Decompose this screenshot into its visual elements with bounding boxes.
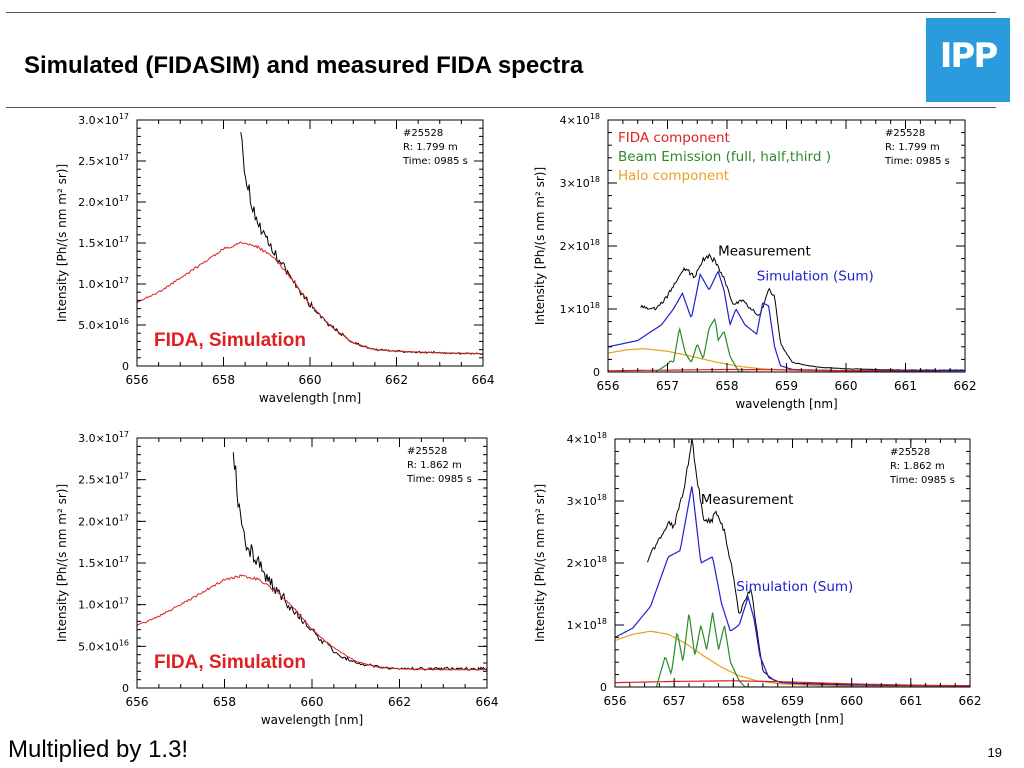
x-axis-label: wavelength [nm] xyxy=(261,713,363,727)
chart-top-left: 656 658 660 662 664 0 5.0×1016 1.0×1017 1.5×1017… xyxy=(55,112,495,405)
chart-top-right: 656 657 658 659 660 661 662 0 1×1018 2×1018 3×1018… xyxy=(533,112,977,411)
curve-label: Measurement xyxy=(718,243,811,259)
x-axis-label: wavelength [nm] xyxy=(259,391,361,405)
y-tick-label: 0 xyxy=(122,360,129,373)
y-tick-label: 0 xyxy=(122,682,129,695)
y-tick-label: 5.0×1016 xyxy=(78,638,129,653)
y-tick-label: 1×1018 xyxy=(567,617,607,632)
x-tick-label: 660 xyxy=(835,379,858,393)
info-line: Time: 0985 s xyxy=(402,156,468,167)
series-line-0 xyxy=(640,253,965,371)
x-tick-label: 662 xyxy=(385,373,408,387)
y-tick-label: 1×1018 xyxy=(560,301,600,316)
chart-bottom-left: 656 658 660 662 664 0 5.0×1016 1.0×1017 1.5×1017… xyxy=(55,430,499,727)
legend-entry: FIDA component xyxy=(618,130,730,146)
x-tick-label: 660 xyxy=(301,695,324,709)
x-tick-label: 661 xyxy=(894,379,917,393)
legend-entry: Halo component xyxy=(618,168,729,184)
info-line: #25528 xyxy=(885,128,925,139)
logo-text: IPP xyxy=(939,36,999,76)
info-line: #25528 xyxy=(890,447,930,458)
x-tick-label: 658 xyxy=(716,379,739,393)
x-tick-label: 660 xyxy=(299,373,322,387)
footer-note: Multiplied by 1.3! xyxy=(8,736,189,763)
series-line-1 xyxy=(137,574,487,671)
info-line: #25528 xyxy=(407,446,447,457)
y-tick-label: 2.5×1017 xyxy=(78,153,129,168)
y-tick-label: 3×1018 xyxy=(560,175,600,190)
legend-entry: Beam Emission (full, half,third ) xyxy=(618,149,831,165)
info-line: Time: 0985 s xyxy=(884,156,950,167)
series-line-1 xyxy=(137,241,483,355)
y-tick-label: 1.5×1017 xyxy=(78,555,129,570)
info-line: R: 1.799 m xyxy=(403,142,458,153)
y-tick-label: 2×1018 xyxy=(560,238,600,253)
title-rule xyxy=(6,107,996,108)
y-tick-label: 1.5×1017 xyxy=(78,235,129,250)
series-line-0 xyxy=(232,452,487,671)
x-tick-label: 657 xyxy=(663,694,686,708)
ipp-logo: IPP xyxy=(926,18,1010,102)
y-tick-label: 0 xyxy=(593,366,600,379)
x-tick-label: 656 xyxy=(597,379,620,393)
y-tick-label: 5.0×1016 xyxy=(78,317,129,332)
x-tick-label: 656 xyxy=(604,694,627,708)
x-tick-label: 664 xyxy=(476,695,499,709)
x-tick-label: 662 xyxy=(959,694,982,708)
x-tick-label: 660 xyxy=(840,694,863,708)
y-tick-label: 3×1018 xyxy=(567,493,607,508)
x-tick-label: 664 xyxy=(472,373,495,387)
y-tick-label: 2.0×1017 xyxy=(78,194,129,209)
y-tick-label: 0 xyxy=(600,681,607,694)
info-line: Time: 0985 s xyxy=(406,474,472,485)
series-line-1 xyxy=(608,270,965,372)
x-tick-label: 659 xyxy=(775,379,798,393)
fida-simulation-annotation: FIDA, Simulation xyxy=(154,330,306,351)
x-tick-label: 658 xyxy=(213,695,236,709)
info-line: R: 1.862 m xyxy=(890,461,945,472)
series-line-4 xyxy=(655,317,751,372)
y-axis-label: Intensity [Ph/(s nm m² sr)] xyxy=(55,484,69,642)
y-axis-label: Intensity [Ph/(s nm m² sr)] xyxy=(55,164,69,322)
info-line: #25528 xyxy=(403,128,443,139)
page-number: 19 xyxy=(987,745,1002,760)
info-line: Time: 0985 s xyxy=(889,475,955,486)
x-tick-label: 659 xyxy=(781,694,804,708)
curve-label: Measurement xyxy=(701,492,794,508)
y-tick-label: 2.0×1017 xyxy=(78,513,129,528)
x-tick-label: 658 xyxy=(722,694,745,708)
y-tick-label: 2×1018 xyxy=(567,555,607,570)
x-tick-label: 656 xyxy=(126,695,149,709)
x-tick-label: 662 xyxy=(954,379,977,393)
top-rule xyxy=(6,12,996,13)
y-tick-label: 4×1018 xyxy=(567,431,607,446)
x-tick-label: 662 xyxy=(388,695,411,709)
x-tick-label: 656 xyxy=(126,373,149,387)
y-tick-label: 1.0×1017 xyxy=(78,597,129,612)
y-tick-label: 3.0×1017 xyxy=(78,430,129,445)
fida-simulation-annotation: FIDA, Simulation xyxy=(154,652,306,673)
y-axis-label: Intensity [Ph/(s nm m² sr)] xyxy=(533,167,547,325)
info-line: R: 1.862 m xyxy=(407,460,462,471)
series-group xyxy=(137,452,487,671)
series-line-4 xyxy=(655,612,769,687)
curve-label: Simulation (Sum) xyxy=(757,269,874,285)
y-tick-label: 1.0×1017 xyxy=(78,276,129,291)
y-tick-label: 3.0×1017 xyxy=(78,112,129,127)
x-tick-label: 661 xyxy=(899,694,922,708)
x-axis-label: wavelength [nm] xyxy=(741,712,843,726)
y-axis-label: Intensity [Ph/(s nm m² sr)] xyxy=(533,484,547,642)
series-group xyxy=(137,132,483,356)
y-tick-label: 2.5×1017 xyxy=(78,472,129,487)
x-tick-label: 657 xyxy=(656,379,679,393)
info-line: R: 1.799 m xyxy=(885,142,940,153)
x-axis-label: wavelength [nm] xyxy=(735,397,837,411)
y-tick-label: 4×1018 xyxy=(560,112,600,127)
curve-label: Simulation (Sum) xyxy=(736,579,853,595)
slide-title: Simulated (FIDASIM) and measured FIDA sp… xyxy=(24,52,584,79)
x-tick-label: 658 xyxy=(212,373,235,387)
chart-bottom-right: 656 657 658 659 660 661 662 0 1×1018 2×1018 3×1018… xyxy=(533,431,982,726)
